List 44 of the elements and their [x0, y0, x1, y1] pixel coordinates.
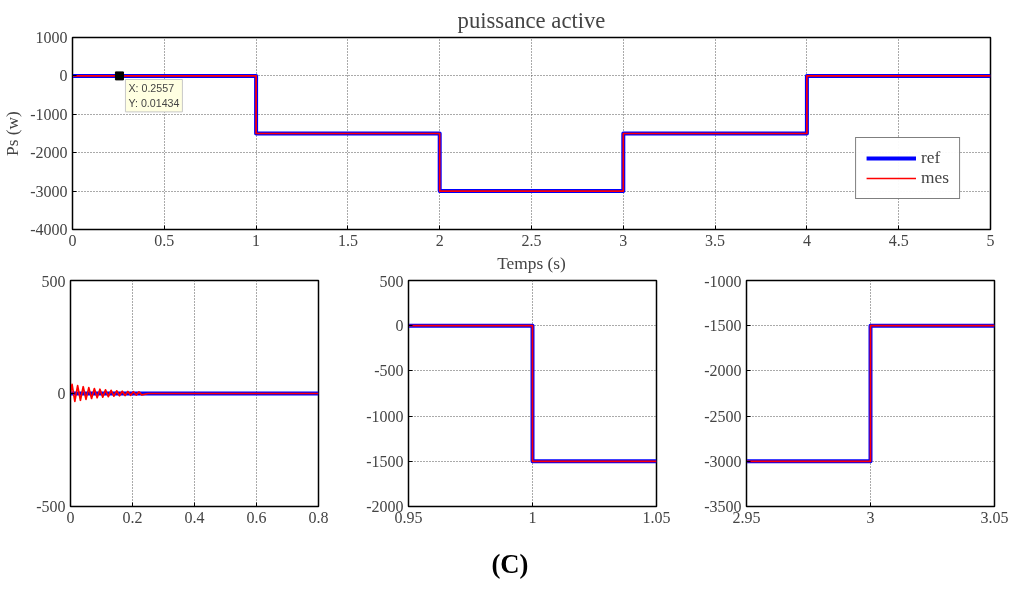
y-tick-label: -3000 — [30, 182, 68, 200]
y-tick-label: -2500 — [704, 407, 742, 425]
x-tick-label: 0.6 — [246, 508, 267, 526]
legend-label: ref — [921, 148, 942, 168]
y-tick-label: 500 — [379, 272, 404, 290]
y-tick-label: -2000 — [30, 144, 68, 162]
x-tick-label: 0.5 — [154, 231, 175, 249]
x-tick-label: 2 — [435, 231, 444, 249]
x-tick-label: 0.2 — [122, 508, 143, 526]
x-axis-title: Temps (s) — [497, 253, 567, 273]
y-tick-label: 0 — [59, 67, 68, 85]
y-tick-label: -2000 — [704, 362, 742, 380]
y-tick-label: -1000 — [704, 272, 742, 290]
x-tick-label: 0.8 — [308, 508, 329, 526]
x-tick-label: 0.4 — [184, 508, 205, 526]
x-tick-label: 3.5 — [705, 231, 726, 249]
x-tick-label: 2.5 — [521, 231, 542, 249]
legend-label: mes — [921, 168, 949, 188]
y-tick-label: -1000 — [30, 105, 68, 123]
text: (C) — [491, 548, 529, 581]
x-tick-label: 1 — [528, 508, 537, 526]
y-tick-label: -1000 — [366, 407, 404, 425]
x-tick-label: 3 — [619, 231, 628, 249]
x-tick-label: 3 — [866, 508, 875, 526]
y-tick-label: 0 — [57, 385, 66, 402]
y-tick-label: -1500 — [366, 452, 404, 470]
y-tick-label: 0 — [395, 317, 404, 335]
chart-title: puissance active — [457, 7, 606, 33]
x-tick-label: 3.05 — [980, 508, 1009, 526]
x-tick-label: 1 — [252, 231, 261, 249]
y-axis-title: Ps (w) — [3, 110, 23, 156]
x-tick-label: 4 — [802, 231, 811, 249]
y-tick-label: -1500 — [704, 317, 742, 335]
x-tick-label: 1.5 — [337, 231, 358, 249]
y-tick-label: -500 — [374, 362, 404, 380]
y-tick-label: 500 — [41, 272, 66, 290]
y-tick-label: -3000 — [704, 452, 742, 470]
annotation: X: 0.2557 Y: 0.01434 — [128, 82, 180, 109]
y-tick-label: 1000 — [35, 29, 68, 46]
y-tick-label: -500 — [36, 498, 66, 515]
x-tick-label: 5 — [986, 231, 995, 249]
x-tick-label: 1.05 — [642, 508, 671, 526]
y-tick-label: -4000 — [30, 221, 68, 238]
x-tick-label: 4.5 — [888, 231, 909, 249]
